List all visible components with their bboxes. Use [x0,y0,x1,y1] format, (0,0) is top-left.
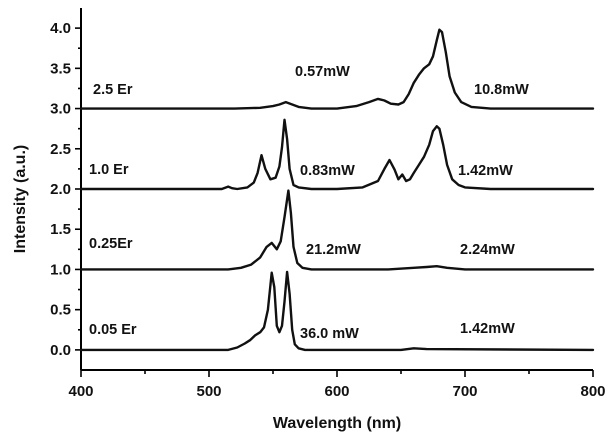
series-line-2 [79,189,595,271]
sample-label: 2.5 Er [93,82,133,98]
series-line-3 [79,270,595,352]
series-line-0 [79,28,595,110]
y-tick-label: 1.0 [50,261,71,278]
y-tick-label: 1.5 [50,221,71,238]
series-line-1 [79,118,595,191]
power-label: 10.8mW [474,82,529,98]
y-tick-label: 3.0 [50,101,71,118]
y-tick-label: 2.5 [50,141,71,158]
sample-label: 1.0 Er [89,162,129,178]
x-tick-label: 800 [580,383,605,400]
power-label: 36.0 mW [300,326,359,342]
axes-group: 400 500 600 700 800 0.0 0.5 1.0 1.5 2.0 2.5 3.0 3.5 4… [50,8,606,400]
power-label: 2.24mW [460,242,515,258]
x-tick-label: 600 [324,383,349,400]
power-label: 21.2mW [306,242,361,258]
sample-label: 0.25Er [89,236,133,252]
power-label: 0.57mW [295,64,350,80]
annotations-group: 2.5 Er 0.57mW 10.8mW 1.0 Er 0.83mW 1.42mW 0.25… [89,64,529,342]
x-tick-label: 400 [68,383,93,400]
y-tick-label: 4.0 [50,20,71,37]
x-tick-label: 500 [196,383,221,400]
x-axis-label: Wavelength (nm) [273,415,401,432]
power-label: 1.42mW [458,163,513,179]
y-axis-label: Intensity (a.u.) [12,145,29,253]
y-tick-label: 2.0 [50,181,71,198]
sample-label: 0.05 Er [89,322,137,338]
power-label: 0.83mW [300,163,355,179]
x-tick-label: 700 [452,383,477,400]
series-group [79,28,595,352]
y-tick-label: 3.5 [50,60,71,77]
y-tick-label: 0.0 [50,342,71,359]
y-tick-label: 0.5 [50,302,71,319]
power-label: 1.42mW [460,321,515,337]
